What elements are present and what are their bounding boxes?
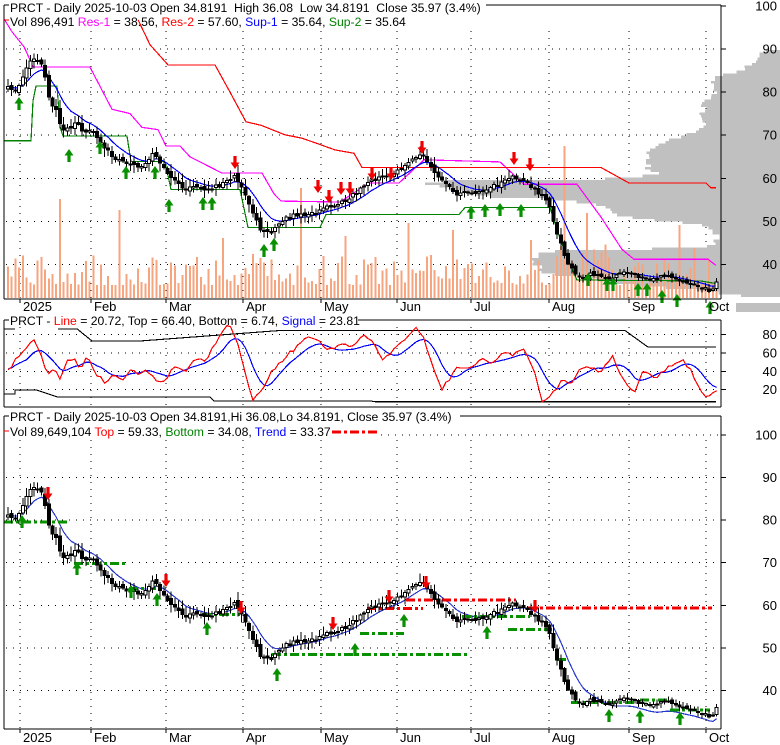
svg-text:60: 60 — [763, 598, 777, 613]
svg-text:40: 40 — [763, 257, 777, 272]
svg-text:PRCT - Daily 2025-10-03 Open 3: PRCT - Daily 2025-10-03 Open 34.8191 Hig… — [10, 1, 481, 15]
svg-text:Mar: Mar — [169, 299, 192, 314]
svg-text:Apr: Apr — [246, 299, 267, 314]
svg-text:2025: 2025 — [23, 299, 52, 314]
svg-text:PRCT - Line = 20.72, Top = 66.: PRCT - Line = 20.72, Top = 66.40, Bottom… — [10, 314, 360, 328]
svg-text:Jul: Jul — [474, 730, 491, 745]
svg-text:Feb: Feb — [94, 730, 116, 745]
svg-text:Vol 896,491 Res-1 = 38.56, Res: Vol 896,491 Res-1 = 38.56, Res-2 = 57.60… — [10, 15, 406, 29]
svg-text:100: 100 — [755, 0, 777, 13]
svg-text:40: 40 — [763, 364, 777, 379]
svg-text:2025: 2025 — [23, 730, 52, 745]
svg-text:60: 60 — [763, 171, 777, 186]
svg-text:60: 60 — [763, 345, 777, 360]
svg-text:Sep: Sep — [632, 730, 655, 745]
svg-text:Aug: Aug — [552, 730, 575, 745]
svg-text:90: 90 — [763, 42, 777, 57]
svg-text:Feb: Feb — [94, 299, 116, 314]
svg-text:Jul: Jul — [474, 299, 491, 314]
svg-text:Mar: Mar — [169, 730, 192, 745]
svg-text:Oct: Oct — [709, 299, 730, 314]
svg-text:Jun: Jun — [400, 730, 421, 745]
svg-text:Vol 89,649,104 Top = 59.33, Bo: Vol 89,649,104 Top = 59.33, Bottom = 34.… — [10, 425, 331, 439]
svg-text:Oct: Oct — [709, 730, 730, 745]
svg-text:Jun: Jun — [400, 299, 421, 314]
svg-text:Sep: Sep — [632, 299, 655, 314]
svg-text:Apr: Apr — [246, 730, 267, 745]
svg-text:20: 20 — [763, 382, 777, 397]
svg-text:90: 90 — [763, 470, 777, 485]
svg-text:Aug: Aug — [552, 299, 575, 314]
svg-text:100: 100 — [755, 427, 777, 442]
svg-text:70: 70 — [763, 128, 777, 143]
svg-text:80: 80 — [763, 85, 777, 100]
svg-text:70: 70 — [763, 555, 777, 570]
svg-text:40: 40 — [763, 683, 777, 698]
svg-text:50: 50 — [763, 640, 777, 655]
svg-text:PRCT - Daily 2025-10-03 Open 3: PRCT - Daily 2025-10-03 Open 34.8191,Hi … — [10, 410, 452, 424]
svg-text:80: 80 — [763, 327, 777, 342]
svg-text:May: May — [324, 299, 349, 314]
svg-text:May: May — [324, 730, 349, 745]
svg-text:50: 50 — [763, 214, 777, 229]
svg-text:80: 80 — [763, 513, 777, 528]
